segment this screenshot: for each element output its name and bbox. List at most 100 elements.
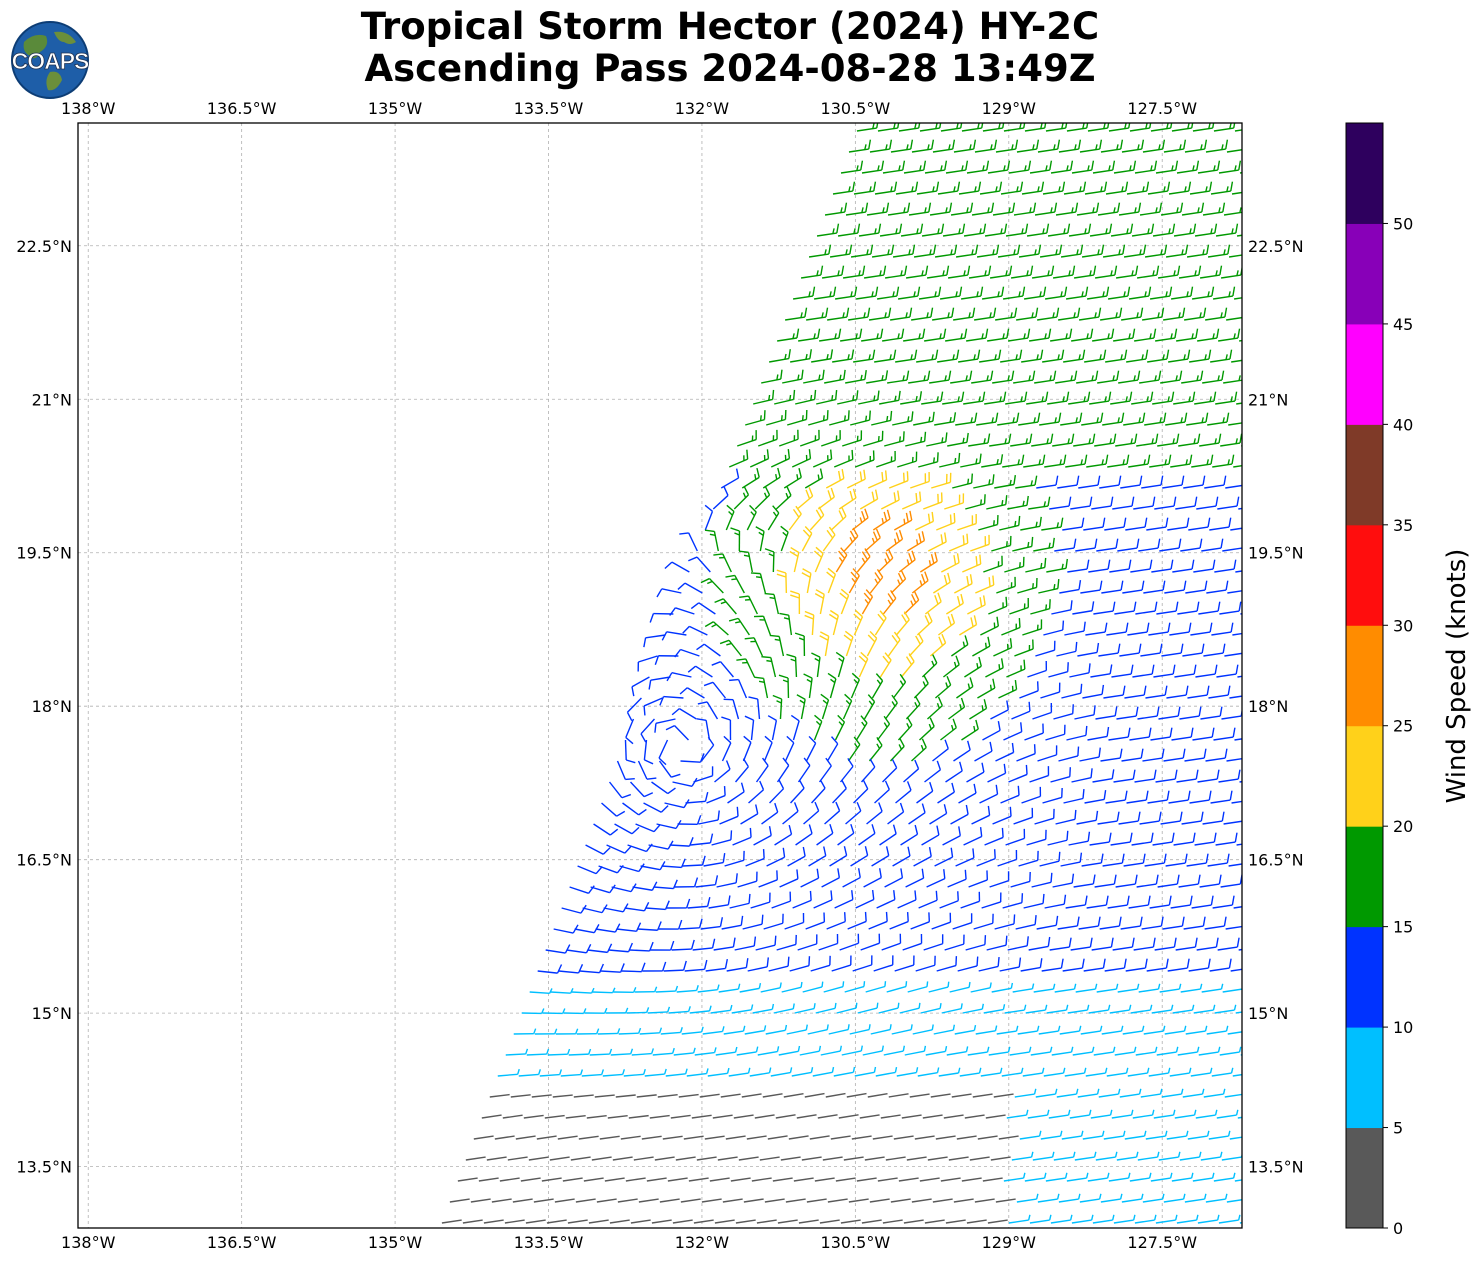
barb-staff xyxy=(1157,442,1178,447)
barb-feather xyxy=(1118,475,1122,486)
barb-feather xyxy=(909,510,913,521)
barb-half-feather xyxy=(855,333,858,339)
barb-staff xyxy=(874,190,895,195)
barb-feather xyxy=(1112,601,1116,612)
barb-feather xyxy=(1208,790,1212,801)
barb-feather xyxy=(754,676,764,680)
barb-feather xyxy=(924,615,930,625)
barb-feather xyxy=(749,504,757,513)
barb-feather xyxy=(975,244,979,255)
barb-half-feather xyxy=(546,1048,550,1055)
barb-feather xyxy=(1176,433,1180,444)
wind-barb xyxy=(646,1177,667,1182)
barb-half-feather xyxy=(876,333,879,339)
barb-staff xyxy=(963,835,982,846)
wind-barb xyxy=(645,900,670,911)
barb-staff xyxy=(747,552,754,573)
barb-staff xyxy=(1148,631,1169,636)
barb-staff xyxy=(1150,1177,1171,1182)
barb-staff xyxy=(1228,422,1242,426)
wind-barb xyxy=(1175,496,1198,510)
wind-barb xyxy=(1100,307,1123,321)
barb-feather xyxy=(1151,664,1155,675)
barb-staff xyxy=(663,969,684,972)
barb-staff xyxy=(795,398,815,405)
barb-staff xyxy=(835,554,848,573)
barb-feather xyxy=(1085,286,1089,297)
wind-barb xyxy=(786,1024,808,1035)
barb-half-feather xyxy=(1018,291,1021,297)
barb-half-feather xyxy=(983,438,986,444)
barb-feather xyxy=(1194,496,1198,507)
barb-half-feather xyxy=(1177,1151,1181,1158)
barb-feather xyxy=(1150,391,1154,402)
barb-staff xyxy=(1022,1072,1043,1077)
barb-half-feather xyxy=(947,312,950,318)
barb-feather xyxy=(767,715,777,721)
barb-staff xyxy=(805,742,817,762)
barb-half-feather xyxy=(805,353,808,360)
barb-staff xyxy=(974,148,995,153)
wind-barb xyxy=(979,784,999,804)
wind-barb xyxy=(627,843,653,853)
barb-half-feather xyxy=(868,354,871,360)
barb-staff xyxy=(928,986,949,993)
wind-barb xyxy=(666,672,692,682)
wind-barb xyxy=(1093,601,1116,615)
barb-feather xyxy=(857,223,861,234)
barb-feather xyxy=(735,873,738,883)
wind-barb xyxy=(605,1007,629,1014)
wind-barb xyxy=(858,824,876,846)
wind-barb xyxy=(568,1048,592,1056)
barb-staff xyxy=(771,720,778,741)
wind-barb xyxy=(1089,391,1112,405)
barb-half-feather xyxy=(1020,1067,1024,1074)
barb-staff xyxy=(991,987,1012,993)
barb-half-feather xyxy=(1236,270,1239,276)
barb-feather xyxy=(761,655,771,659)
wind-barb xyxy=(895,781,912,804)
barb-half-feather xyxy=(1223,249,1226,255)
barb-half-feather xyxy=(1248,1026,1249,1031)
barb-feather xyxy=(868,139,872,150)
wind-barb xyxy=(1069,1109,1092,1119)
barb-half-feather xyxy=(831,395,834,401)
barb-half-feather xyxy=(959,704,962,710)
wind-barb xyxy=(816,223,840,237)
wind-barb xyxy=(1111,664,1134,678)
barb-staff xyxy=(903,169,924,174)
barb-feather xyxy=(870,244,874,255)
barb-staff xyxy=(1053,713,1073,720)
wind-barb xyxy=(728,617,750,636)
barb-staff xyxy=(913,420,933,426)
wind-barb xyxy=(853,181,877,195)
barb-staff xyxy=(734,945,755,951)
barb-staff xyxy=(680,760,701,763)
barb-staff xyxy=(649,1114,670,1119)
barb-staff xyxy=(688,532,698,552)
wind-barb xyxy=(944,493,965,510)
barb-half-feather xyxy=(834,1002,837,1009)
barb-staff xyxy=(803,378,823,384)
barb-feather xyxy=(1141,580,1145,591)
wind-barb xyxy=(848,568,860,594)
wind-barb xyxy=(687,665,713,678)
barb-staff xyxy=(992,211,1013,216)
wind-barb xyxy=(977,678,996,699)
barb-feather xyxy=(886,509,891,520)
barb-half-feather xyxy=(1160,249,1163,255)
barb-half-feather xyxy=(716,984,720,990)
barb-staff xyxy=(1058,148,1079,153)
wind-barb xyxy=(1222,544,1242,552)
barb-feather xyxy=(856,801,862,812)
barb-feather xyxy=(841,265,845,276)
barb-feather xyxy=(764,735,773,744)
barb-feather xyxy=(1131,496,1135,507)
barb-staff xyxy=(604,1177,625,1182)
barb-staff xyxy=(1010,274,1031,279)
barb-staff xyxy=(722,553,732,573)
wind-barb xyxy=(1121,1193,1144,1203)
barb-feather xyxy=(761,757,769,767)
wind-barb xyxy=(872,1135,893,1140)
barb-staff xyxy=(1070,505,1091,510)
